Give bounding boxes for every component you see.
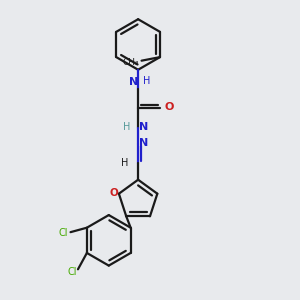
Text: O: O bbox=[110, 188, 118, 198]
Text: N: N bbox=[139, 138, 148, 148]
Text: N: N bbox=[139, 122, 148, 132]
Text: H: H bbox=[123, 122, 131, 132]
Text: CH₃: CH₃ bbox=[123, 58, 139, 67]
Text: Cl: Cl bbox=[59, 228, 68, 238]
Text: H: H bbox=[121, 158, 128, 168]
Text: Cl: Cl bbox=[67, 267, 77, 277]
Text: N: N bbox=[129, 76, 138, 87]
Text: O: O bbox=[165, 102, 174, 112]
Text: H: H bbox=[143, 76, 151, 86]
